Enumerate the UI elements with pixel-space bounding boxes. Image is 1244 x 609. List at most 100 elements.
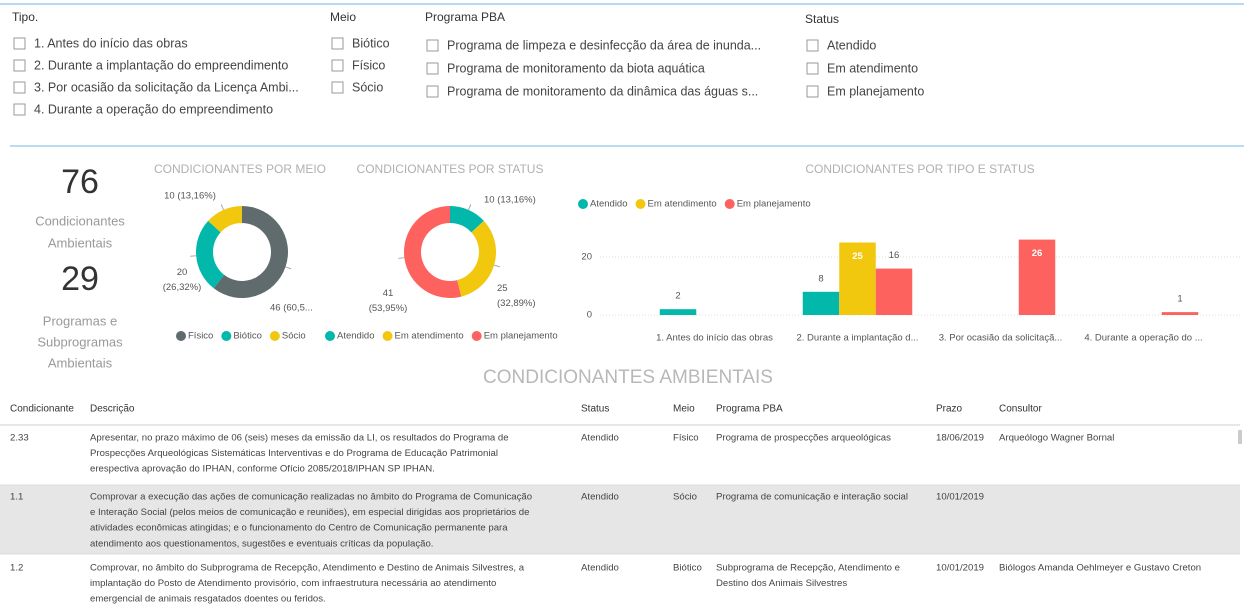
table-title: CONDICIONANTES AMBIENTAIS bbox=[483, 367, 773, 388]
table-cell: Atendido bbox=[581, 563, 619, 574]
legend-label: Em planejamento bbox=[484, 331, 558, 342]
leader-line bbox=[468, 204, 472, 211]
data-label: 10 (13,16%) bbox=[164, 191, 216, 202]
filter-option[interactable]: 4. Durante a operação do empreendimento bbox=[34, 102, 273, 116]
filter-option[interactable]: 3. Por ocasião da solicitação da Licença… bbox=[34, 80, 299, 94]
bar bbox=[875, 268, 913, 315]
kpi-label: Ambientais bbox=[48, 235, 113, 250]
scrollbar[interactable] bbox=[1238, 430, 1242, 444]
chart-title: CONDICIONANTES POR TIPO E STATUS bbox=[805, 162, 1034, 176]
legend-swatch bbox=[635, 199, 646, 209]
table-cell: erespectiva aprovação do IPHAN, conforme… bbox=[90, 464, 435, 475]
checkbox[interactable] bbox=[426, 62, 439, 75]
data-label: 25 (32,89%) bbox=[497, 283, 536, 309]
data-label: 2 bbox=[675, 291, 680, 302]
table-cell: Programa de prospecções arqueológicas bbox=[716, 433, 891, 444]
table-cell: Atendido bbox=[581, 492, 619, 503]
donut-slice bbox=[403, 206, 462, 299]
filter-title: Meio bbox=[330, 10, 356, 24]
leader-line bbox=[220, 204, 224, 211]
leader-line bbox=[398, 257, 405, 259]
filter-option[interactable]: Programa de monitoramento da biota aquát… bbox=[447, 61, 705, 75]
legend-swatch bbox=[578, 199, 588, 209]
column-header[interactable]: Consultor bbox=[999, 404, 1042, 415]
checkbox[interactable] bbox=[426, 85, 439, 98]
data-label: 8 bbox=[818, 273, 823, 284]
leader-line bbox=[493, 264, 500, 268]
donut-slice bbox=[457, 220, 496, 297]
bar bbox=[1018, 239, 1056, 315]
data-label: 16 bbox=[889, 250, 900, 261]
donut-slice bbox=[450, 206, 484, 233]
data-label: 10 (13,16%) bbox=[484, 195, 536, 206]
column-header[interactable]: Descrição bbox=[90, 404, 135, 415]
y-tick-label: 20 bbox=[581, 252, 592, 263]
table-cell: Atendido bbox=[581, 433, 619, 444]
legend-swatch bbox=[325, 331, 335, 341]
filter-option[interactable]: Programa de monitoramento da dinâmica da… bbox=[447, 84, 758, 98]
column-header[interactable]: Prazo bbox=[936, 404, 963, 415]
legend-label: Biótico bbox=[233, 331, 262, 342]
filter-option[interactable]: Em planejamento bbox=[827, 84, 924, 98]
filter-option[interactable]: Sócio bbox=[352, 80, 383, 94]
filter-option[interactable]: 2. Durante a implantação do empreendimen… bbox=[34, 58, 288, 72]
donut-slice bbox=[195, 220, 225, 289]
table-cell: atendimento aos questionamentos, sugestõ… bbox=[90, 538, 433, 549]
filter-title: Status bbox=[805, 12, 839, 26]
table-cell: Comprovar a execução das ações de comuni… bbox=[90, 492, 532, 503]
filter-option[interactable]: Programa de limpeza e desinfecção da áre… bbox=[447, 38, 761, 52]
data-label: 41 (53,95%) bbox=[369, 288, 408, 314]
checkbox[interactable] bbox=[331, 59, 344, 72]
filter-option[interactable]: 1. Antes do início das obras bbox=[34, 36, 188, 50]
table-cell: Biólogos Amanda Oehlmeyer e Gustavo Cret… bbox=[999, 563, 1201, 574]
filter-option[interactable]: Em atendimento bbox=[827, 61, 918, 75]
kpi-value: 29 bbox=[61, 260, 99, 298]
table-cell: Físico bbox=[673, 433, 699, 444]
checkbox[interactable] bbox=[331, 37, 344, 50]
checkbox[interactable] bbox=[426, 39, 439, 52]
checkbox[interactable] bbox=[806, 39, 819, 52]
leader-line bbox=[285, 266, 292, 270]
checkbox[interactable] bbox=[13, 103, 26, 116]
checkbox[interactable] bbox=[806, 85, 819, 98]
legend-swatch bbox=[269, 331, 280, 341]
filter-option[interactable]: Físico bbox=[352, 58, 385, 72]
column-header[interactable]: Meio bbox=[673, 404, 695, 415]
chart-title: CONDICIONANTES POR STATUS bbox=[357, 162, 544, 176]
checkbox[interactable] bbox=[331, 81, 344, 94]
table-cell: Apresentar, no prazo máximo de 06 (seis)… bbox=[90, 433, 509, 444]
bar bbox=[1161, 312, 1199, 315]
checkbox[interactable] bbox=[806, 62, 819, 75]
table-cell: Subprograma de Recepção, Atendimento e bbox=[716, 563, 900, 574]
legend-label: Atendido bbox=[337, 331, 375, 342]
donut-slice bbox=[208, 206, 242, 233]
checkbox[interactable] bbox=[13, 59, 26, 72]
bar bbox=[839, 242, 876, 315]
filter-option[interactable]: Atendido bbox=[827, 38, 876, 52]
checkbox[interactable] bbox=[13, 81, 26, 94]
column-header[interactable]: Status bbox=[581, 404, 609, 415]
legend-swatch bbox=[221, 331, 232, 341]
table-cell: Comprovar, no âmbito do Subprograma de R… bbox=[90, 563, 525, 574]
table-cell: emergencial de animais resgatados doente… bbox=[90, 594, 326, 605]
bar bbox=[802, 291, 840, 315]
row-highlight bbox=[0, 485, 1240, 554]
filter-option[interactable]: Biótico bbox=[352, 36, 390, 50]
table-cell: Destino dos Animais Silvestres bbox=[716, 578, 847, 589]
column-header[interactable]: Programa PBA bbox=[716, 404, 783, 415]
y-tick-label: 0 bbox=[587, 310, 592, 321]
legend-label: Em atendimento bbox=[395, 331, 464, 342]
x-tick-label: 1. Antes do início das obras bbox=[656, 333, 773, 344]
kpi-label: Subprogramas bbox=[37, 334, 123, 349]
data-label: 1 bbox=[1177, 294, 1182, 305]
table-cell: 10/01/2019 bbox=[936, 492, 984, 503]
table-cell: Biótico bbox=[673, 563, 702, 574]
column-header[interactable]: Condicionante bbox=[10, 404, 74, 415]
x-tick-label: 3. Por ocasião da solicitaçã... bbox=[939, 333, 1063, 344]
legend-label: Atendido bbox=[590, 199, 628, 210]
donut-slice bbox=[213, 206, 288, 298]
x-tick-label: 2. Durante a implantação d... bbox=[797, 333, 919, 344]
kpi-label: Ambientais bbox=[48, 355, 113, 370]
checkbox[interactable] bbox=[13, 37, 26, 50]
